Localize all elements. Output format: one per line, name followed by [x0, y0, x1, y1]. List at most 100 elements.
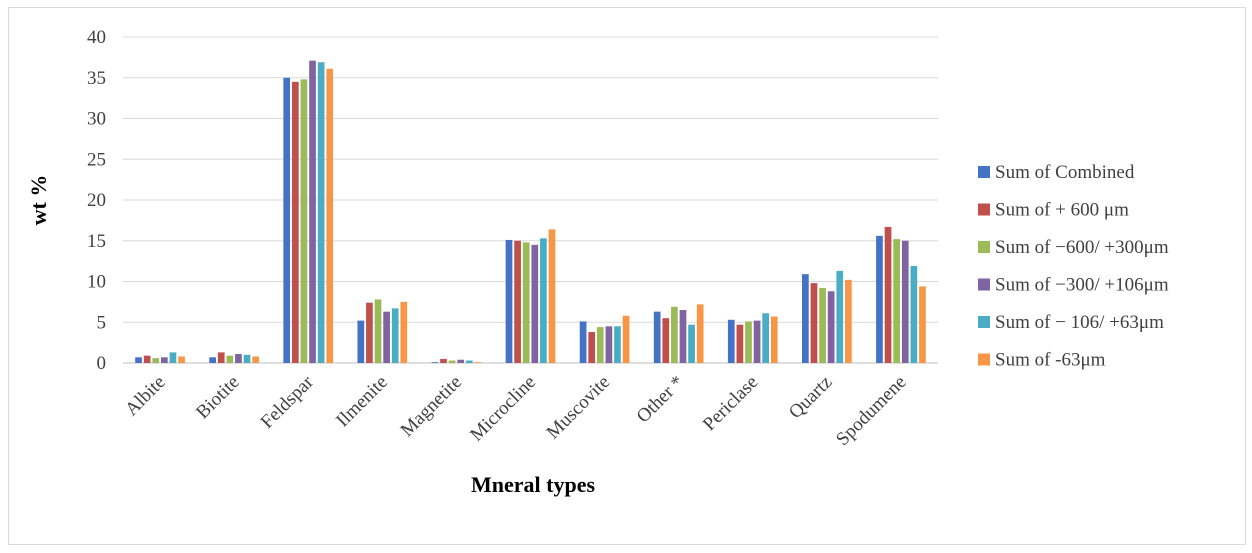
legend-label: Sum of −600/ +300μm	[995, 237, 1169, 258]
bar	[135, 357, 142, 363]
bar	[143, 355, 151, 363]
x-category-label: Muscovite	[543, 372, 615, 444]
y-tick-label: 35	[87, 68, 106, 89]
bar	[614, 326, 621, 363]
bar	[910, 266, 918, 363]
bar	[588, 332, 596, 363]
bar	[326, 68, 334, 363]
bar	[243, 354, 251, 363]
bar	[845, 279, 852, 363]
bar	[770, 316, 778, 363]
bar	[309, 60, 316, 363]
y-axis-ticks: 0 5 10 15 20 25 30 35 40	[87, 27, 106, 374]
bar	[291, 81, 299, 363]
bar	[671, 306, 678, 363]
legend-swatch	[978, 278, 990, 291]
x-category-label: Albite	[121, 372, 169, 420]
bar	[391, 308, 399, 363]
bar	[514, 240, 521, 363]
bar	[622, 315, 630, 363]
bar	[727, 319, 735, 363]
bar	[457, 359, 465, 363]
y-tick-label: 0	[97, 353, 107, 374]
bar	[540, 238, 547, 363]
y-tick-label: 5	[97, 312, 107, 333]
legend-swatch	[978, 353, 990, 366]
legend-label: Sum of Combined	[995, 162, 1135, 183]
bar	[209, 357, 216, 363]
y-tick-label: 25	[87, 149, 106, 170]
bar	[226, 355, 234, 363]
x-category-label: Quartz	[785, 372, 836, 423]
bar	[235, 354, 242, 363]
legend-swatch	[978, 241, 990, 253]
bar	[300, 79, 308, 363]
bar	[366, 302, 373, 363]
bar	[169, 352, 177, 363]
bar	[522, 242, 530, 363]
bar	[217, 352, 225, 363]
bar	[440, 358, 447, 363]
bar	[400, 301, 408, 363]
bar	[579, 321, 587, 363]
legend: Sum of Combined Sum of + 600 μm Sum of −60…	[978, 162, 1169, 371]
bar	[383, 311, 390, 363]
bar	[374, 299, 382, 363]
bar	[605, 326, 613, 363]
x-category-label: Periclase	[699, 372, 762, 435]
legend-swatch	[978, 203, 990, 216]
legend-label: Sum of −300/ +106μm	[995, 275, 1169, 296]
x-axis-title: Mneral types	[471, 472, 595, 497]
bar	[317, 62, 325, 363]
bar	[827, 291, 835, 363]
bar	[876, 235, 883, 363]
x-category-label: Feldspar	[257, 371, 319, 433]
bar	[753, 320, 761, 363]
bar	[919, 286, 926, 363]
bar	[688, 324, 695, 363]
bar	[679, 310, 687, 363]
bar	[662, 318, 670, 363]
y-tick-label: 10	[87, 272, 106, 293]
y-axis-title: wt %	[26, 175, 51, 226]
x-category-label: Ilmenite	[332, 372, 392, 432]
bar	[548, 229, 556, 363]
bar	[596, 327, 604, 363]
x-category-label: Other *	[633, 372, 689, 428]
bar	[884, 226, 892, 363]
x-category-label: Magnetite	[397, 372, 466, 441]
bar	[901, 240, 909, 363]
bar	[474, 362, 482, 363]
bar	[178, 356, 185, 363]
legend-swatch	[978, 316, 990, 328]
legend-swatch	[978, 166, 990, 178]
chart-area	[8, 7, 1246, 545]
bar	[531, 244, 539, 363]
bar	[653, 311, 661, 363]
bar	[252, 356, 259, 363]
x-category-label: Spodumene	[832, 372, 910, 450]
y-tick-label: 20	[87, 190, 106, 211]
bar	[505, 239, 513, 363]
x-axis-categories: Albite Biotite Feldspar Ilmenite Magnetite Mi…	[121, 371, 910, 450]
bar	[893, 239, 901, 363]
bar	[465, 360, 473, 363]
bar	[745, 321, 752, 363]
y-tick-label: 30	[87, 109, 106, 130]
legend-label: Sum of − 106/ +63μm	[995, 312, 1164, 333]
bar	[810, 283, 818, 363]
bar	[696, 304, 704, 363]
x-category-label: Microcline	[466, 372, 540, 446]
bar	[802, 274, 809, 363]
bar	[283, 77, 291, 363]
y-tick-label: 40	[87, 27, 106, 48]
bars	[135, 60, 926, 363]
bar	[819, 288, 826, 363]
bar	[762, 313, 770, 363]
bar	[160, 357, 168, 363]
bar	[357, 320, 365, 363]
y-tick-label: 15	[87, 231, 106, 252]
bar	[152, 358, 160, 363]
bar	[448, 360, 456, 363]
